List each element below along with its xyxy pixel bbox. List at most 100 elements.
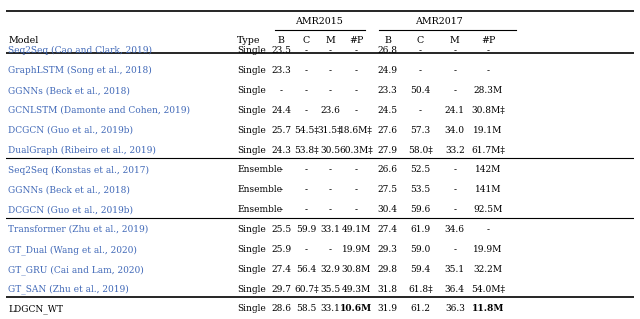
Text: 54.0M‡: 54.0M‡ <box>471 285 505 293</box>
Text: -: - <box>453 86 456 95</box>
Text: 33.2: 33.2 <box>445 145 465 155</box>
Text: DCGCN (Guo et al., 2019b): DCGCN (Guo et al., 2019b) <box>8 126 133 135</box>
Text: 11.8M: 11.8M <box>472 304 504 313</box>
Text: GCNLSTM (Damonte and Cohen, 2019): GCNLSTM (Damonte and Cohen, 2019) <box>8 106 190 115</box>
Text: 60.7‡: 60.7‡ <box>294 285 319 293</box>
Text: 28.6: 28.6 <box>271 304 291 313</box>
Text: 61.7M‡: 61.7M‡ <box>471 145 505 155</box>
Text: -: - <box>486 46 490 55</box>
Text: 30.8M‡: 30.8M‡ <box>471 106 505 115</box>
Text: 27.4: 27.4 <box>271 265 291 274</box>
Text: 23.3: 23.3 <box>271 66 291 75</box>
Text: -: - <box>328 166 332 174</box>
Text: -: - <box>305 166 308 174</box>
Text: LDGCN_WT: LDGCN_WT <box>8 304 63 314</box>
Text: -: - <box>305 106 308 115</box>
Text: M: M <box>450 36 460 45</box>
Text: Single: Single <box>237 145 266 155</box>
Text: 31.9: 31.9 <box>378 304 397 313</box>
Text: 61.2: 61.2 <box>410 304 430 313</box>
Text: 19.9M: 19.9M <box>474 245 503 254</box>
Text: 49.3M: 49.3M <box>342 285 371 293</box>
Text: -: - <box>486 225 490 234</box>
Text: 24.4: 24.4 <box>271 106 291 115</box>
Text: -: - <box>280 86 283 95</box>
Text: 30.8M: 30.8M <box>342 265 371 274</box>
Text: GGNNs (Beck et al., 2018): GGNNs (Beck et al., 2018) <box>8 185 130 194</box>
Text: -: - <box>355 205 358 214</box>
Text: -: - <box>355 185 358 194</box>
Text: -: - <box>453 46 456 55</box>
Text: 58.0‡: 58.0‡ <box>408 145 433 155</box>
Text: Single: Single <box>237 126 266 135</box>
Text: -: - <box>355 166 358 174</box>
Text: C: C <box>303 36 310 45</box>
Text: 50.4: 50.4 <box>410 86 431 95</box>
Text: -: - <box>305 86 308 95</box>
Text: 26.6: 26.6 <box>378 166 397 174</box>
Text: 36.3: 36.3 <box>445 304 465 313</box>
Text: Single: Single <box>237 245 266 254</box>
Text: -: - <box>453 166 456 174</box>
Text: GraphLSTM (Song et al., 2018): GraphLSTM (Song et al., 2018) <box>8 66 152 75</box>
Text: -: - <box>280 185 283 194</box>
Text: 56.4: 56.4 <box>296 265 316 274</box>
Text: 24.3: 24.3 <box>271 145 291 155</box>
Text: #P: #P <box>349 36 364 45</box>
Text: 61.8‡: 61.8‡ <box>408 285 433 293</box>
Text: 24.5: 24.5 <box>378 106 398 115</box>
Text: 32.2M: 32.2M <box>474 265 502 274</box>
Text: -: - <box>355 86 358 95</box>
Text: 27.5: 27.5 <box>378 185 398 194</box>
Text: 31.8: 31.8 <box>378 285 397 293</box>
Text: -: - <box>453 245 456 254</box>
Text: 31.5‡: 31.5‡ <box>317 126 342 135</box>
Text: 59.0: 59.0 <box>410 245 431 254</box>
Text: -: - <box>355 106 358 115</box>
Text: 61.9: 61.9 <box>410 225 431 234</box>
Text: -: - <box>328 185 332 194</box>
Text: 19.1M: 19.1M <box>474 126 503 135</box>
Text: -: - <box>305 205 308 214</box>
Text: 59.6: 59.6 <box>410 205 431 214</box>
Text: -: - <box>328 245 332 254</box>
Text: -: - <box>419 66 422 75</box>
Text: 142M: 142M <box>475 166 501 174</box>
Text: 92.5M: 92.5M <box>474 205 503 214</box>
Text: 29.3: 29.3 <box>378 245 397 254</box>
Text: GT_SAN (Zhu et al., 2019): GT_SAN (Zhu et al., 2019) <box>8 285 129 294</box>
Text: -: - <box>305 66 308 75</box>
Text: 29.8: 29.8 <box>378 265 397 274</box>
Text: 27.9: 27.9 <box>378 145 397 155</box>
Text: AMR2017: AMR2017 <box>415 17 463 26</box>
Text: 34.0: 34.0 <box>445 126 465 135</box>
Text: 28.3M: 28.3M <box>474 86 502 95</box>
Text: -: - <box>453 205 456 214</box>
Text: 33.1: 33.1 <box>320 304 340 313</box>
Text: 53.5: 53.5 <box>410 185 431 194</box>
Text: -: - <box>305 46 308 55</box>
Text: 24.1: 24.1 <box>445 106 465 115</box>
Text: Ensemble: Ensemble <box>237 185 282 194</box>
Text: 54.5‡: 54.5‡ <box>294 126 319 135</box>
Text: -: - <box>328 46 332 55</box>
Text: 23.5: 23.5 <box>271 46 291 55</box>
Text: Transformer (Zhu et al., 2019): Transformer (Zhu et al., 2019) <box>8 225 148 234</box>
Text: 23.6: 23.6 <box>320 106 340 115</box>
Text: 30.5: 30.5 <box>320 145 340 155</box>
Text: 27.6: 27.6 <box>378 126 397 135</box>
Text: -: - <box>328 86 332 95</box>
Text: Model: Model <box>8 36 38 45</box>
Text: 34.6: 34.6 <box>445 225 465 234</box>
Text: 35.1: 35.1 <box>445 265 465 274</box>
Text: AMR2015: AMR2015 <box>296 17 343 26</box>
Text: Ensemble: Ensemble <box>237 205 282 214</box>
Text: Type: Type <box>237 36 260 45</box>
Text: -: - <box>486 66 490 75</box>
Text: -: - <box>280 166 283 174</box>
Text: -: - <box>453 185 456 194</box>
Text: 53.8‡: 53.8‡ <box>294 145 319 155</box>
Text: GT_Dual (Wang et al., 2020): GT_Dual (Wang et al., 2020) <box>8 245 137 255</box>
Text: 57.3: 57.3 <box>410 126 431 135</box>
Text: GT_GRU (Cai and Lam, 2020): GT_GRU (Cai and Lam, 2020) <box>8 265 144 275</box>
